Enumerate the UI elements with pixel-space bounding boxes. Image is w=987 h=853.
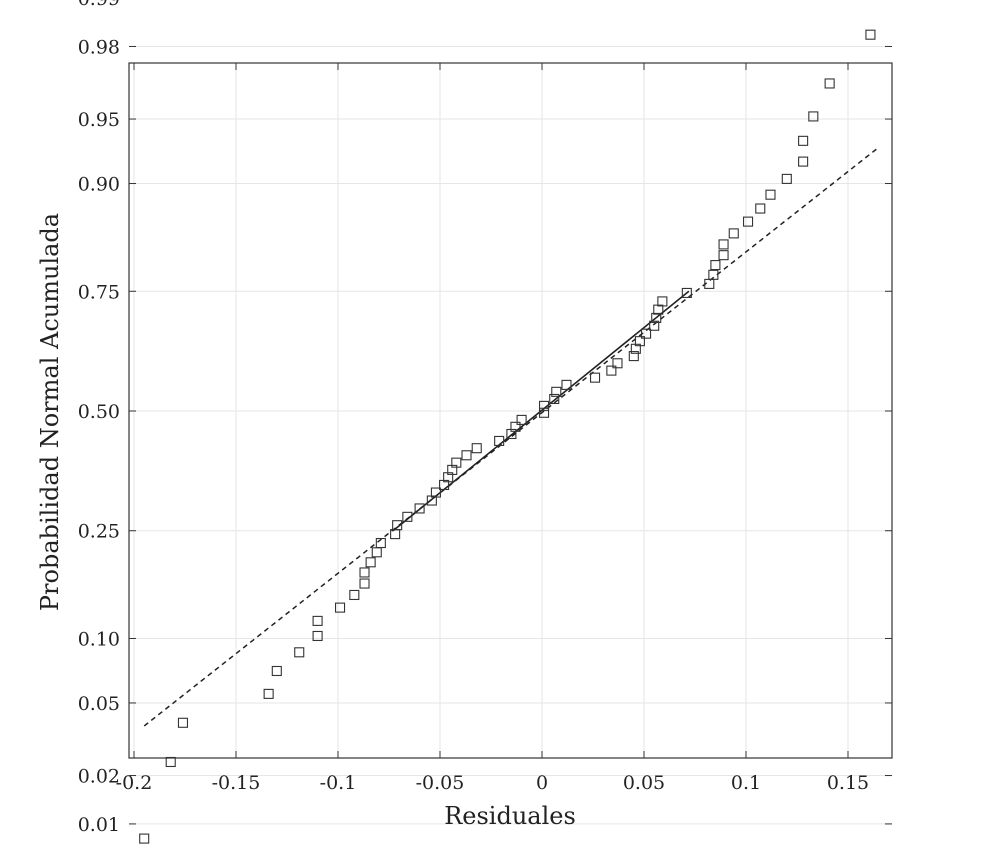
data-point (612, 358, 623, 369)
data-point (359, 567, 370, 578)
data-point (516, 414, 527, 425)
x-axis-ticks: -0.2 -0.15 -0.1 -0.05 0 0.05 0.1 0.15 (116, 63, 869, 794)
data-point (177, 717, 189, 728)
x-tick-label: 0 (536, 772, 548, 794)
data-point (781, 173, 792, 184)
data-point (606, 365, 617, 376)
data-point (414, 503, 425, 514)
data-point (589, 372, 601, 383)
data-point (561, 379, 572, 390)
x-tick-label: 0.1 (731, 772, 761, 794)
data-point (657, 296, 668, 307)
y-tick-label: 0.90 (78, 174, 120, 196)
data-point (718, 250, 729, 261)
data-point (551, 386, 562, 397)
data-point (139, 833, 150, 844)
grid-lines (129, 45, 892, 825)
x-tick-label: 0.05 (623, 772, 665, 794)
data-point (375, 537, 386, 549)
data-point (461, 450, 472, 461)
data-point (681, 287, 692, 298)
data-point (640, 328, 652, 339)
data-point (538, 400, 550, 411)
data-point (824, 78, 835, 89)
data-point (549, 393, 560, 405)
data-point (765, 189, 776, 200)
data-points (139, 29, 876, 844)
data-point (312, 615, 323, 626)
y-tick-label: 0.98 (78, 36, 120, 58)
data-point (263, 688, 274, 699)
data-point (755, 203, 766, 214)
data-point (430, 487, 441, 498)
data-point (651, 312, 662, 323)
y-tick-label: 0.05 (78, 693, 120, 715)
data-point (538, 407, 550, 418)
y-tick-label: 0.01 (78, 814, 120, 836)
data-point (494, 435, 505, 447)
data-point (402, 511, 413, 522)
data-point (312, 630, 323, 642)
reference-line-solid (392, 290, 690, 532)
x-tick-label: -0.1 (320, 772, 357, 794)
data-point (710, 260, 721, 271)
data-point (865, 29, 876, 40)
data-point (471, 443, 482, 454)
x-tick-label: -0.15 (212, 772, 261, 794)
data-point (510, 421, 521, 432)
data-point (359, 578, 370, 589)
x-tick-label: -0.2 (116, 772, 153, 794)
x-tick-label: -0.05 (416, 772, 465, 794)
x-axis-label: Residuales (444, 802, 576, 830)
data-point (798, 156, 809, 167)
data-point (649, 320, 660, 331)
y-tick-label: 0.10 (78, 628, 120, 650)
data-point (628, 351, 639, 362)
y-tick-label: 0.99 (78, 0, 120, 10)
data-point (271, 665, 282, 677)
reference-line-dashed (143, 148, 878, 727)
data-point (392, 520, 403, 531)
data-point (365, 557, 376, 568)
data-point (634, 336, 645, 347)
data-point (334, 602, 346, 613)
y-tick-label: 0.25 (78, 521, 120, 543)
y-tick-label: 0.75 (78, 281, 120, 303)
data-point (798, 135, 809, 146)
data-point (808, 111, 819, 122)
reference-line (143, 148, 878, 727)
data-point (451, 457, 462, 468)
data-point (349, 589, 360, 601)
y-tick-label: 0.02 (78, 766, 120, 788)
y-axis-label: Probabilidad Normal Acumulada (36, 213, 64, 611)
y-tick-label: 0.95 (78, 109, 120, 131)
data-point (294, 647, 305, 658)
data-point (708, 269, 719, 280)
data-point (728, 228, 739, 239)
y-tick-label: 0.50 (78, 401, 120, 423)
data-point (742, 216, 754, 227)
x-tick-label: 0.15 (827, 772, 869, 794)
y-axis-ticks: 0.010.020.050.100.250.500.750.900.950.98… (78, 0, 892, 836)
data-point (718, 239, 729, 250)
